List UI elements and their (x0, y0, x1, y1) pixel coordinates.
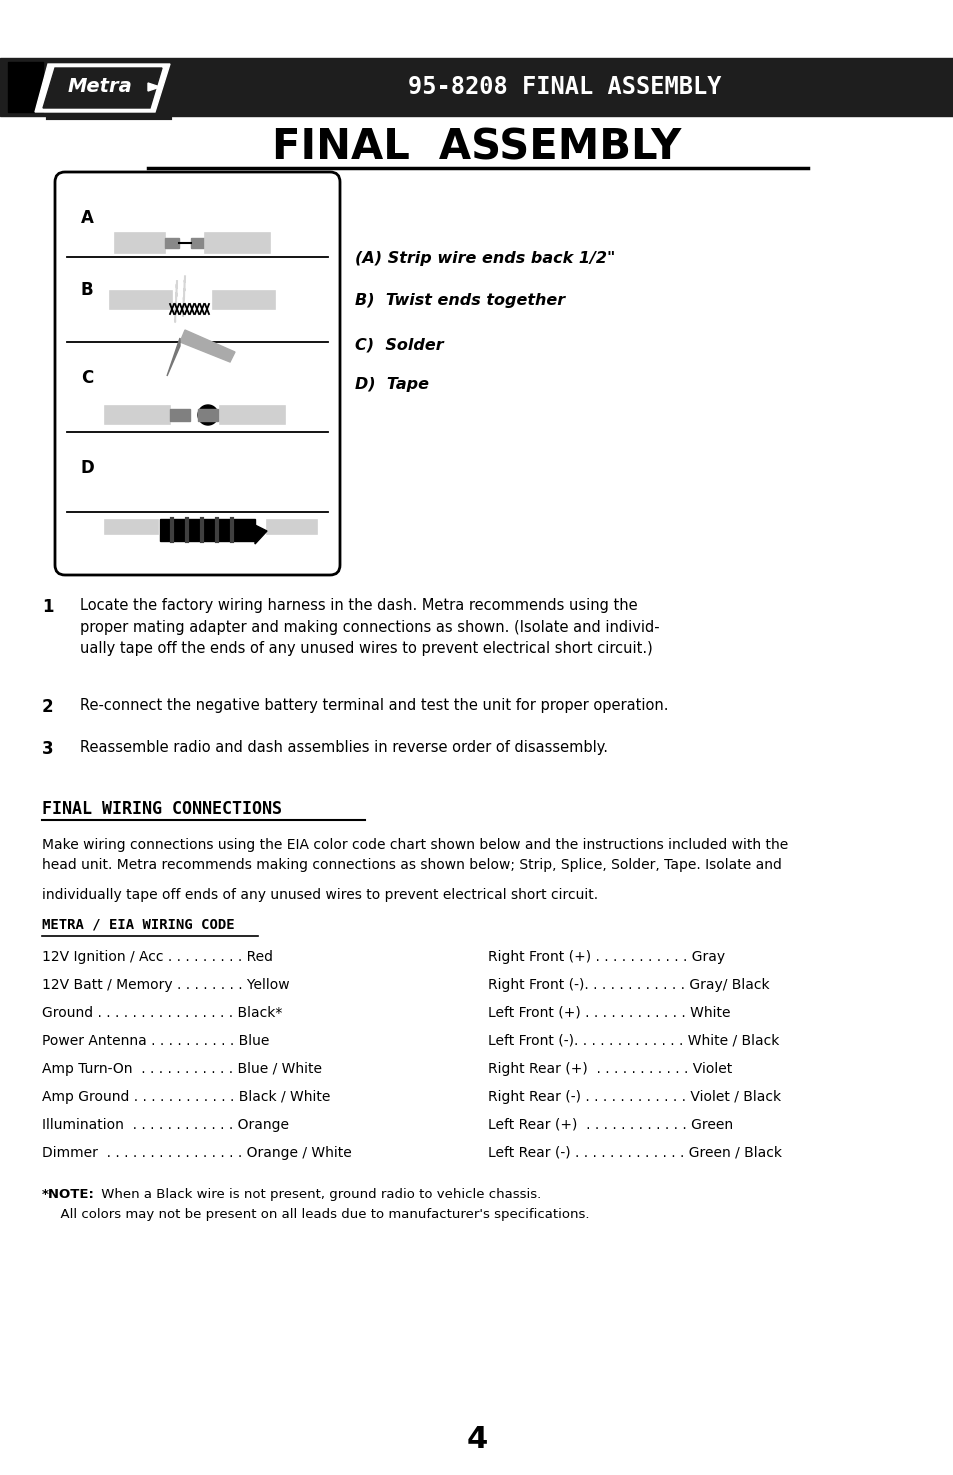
Polygon shape (43, 68, 162, 108)
Text: 3: 3 (42, 740, 53, 758)
Text: individually tape off ends of any unused wires to prevent electrical short circu: individually tape off ends of any unused… (42, 888, 598, 903)
Polygon shape (254, 525, 267, 544)
Text: Illumination  . . . . . . . . . . . . Orange: Illumination . . . . . . . . . . . . Ora… (42, 1118, 289, 1131)
Text: 12V Batt / Memory . . . . . . . . Yellow: 12V Batt / Memory . . . . . . . . Yellow (42, 978, 290, 993)
Text: D)  Tape: D) Tape (355, 376, 429, 391)
Text: Re-connect the negative battery terminal and test the unit for proper operation.: Re-connect the negative battery terminal… (80, 698, 668, 712)
Text: All colors may not be present on all leads due to manufacturer's specifications.: All colors may not be present on all lea… (52, 1208, 589, 1221)
Text: When a Black wire is not present, ground radio to vehicle chassis.: When a Black wire is not present, ground… (97, 1187, 540, 1201)
Text: C)  Solder: C) Solder (355, 338, 443, 353)
Text: Power Antenna . . . . . . . . . . Blue: Power Antenna . . . . . . . . . . Blue (42, 1034, 269, 1049)
Text: 2: 2 (42, 698, 53, 715)
Text: Left Front (+) . . . . . . . . . . . . White: Left Front (+) . . . . . . . . . . . . W… (488, 1006, 730, 1021)
Text: Make wiring connections using the EIA color code chart shown below and the instr: Make wiring connections using the EIA co… (42, 838, 787, 853)
Bar (170, 409, 190, 420)
Text: Left Rear (-) . . . . . . . . . . . . . Green / Black: Left Rear (-) . . . . . . . . . . . . . … (488, 1146, 781, 1159)
Bar (8, 62, 43, 112)
Text: Right Rear (-) . . . . . . . . . . . . Violet / Black: Right Rear (-) . . . . . . . . . . . . V… (488, 1090, 781, 1103)
Text: (A) Strip wire ends back 1/2": (A) Strip wire ends back 1/2" (355, 251, 615, 266)
Polygon shape (180, 330, 234, 361)
Bar (160, 519, 254, 541)
Bar (105, 406, 170, 423)
Text: A: A (80, 209, 93, 227)
Text: Amp Ground . . . . . . . . . . . . Black / White: Amp Ground . . . . . . . . . . . . Black… (42, 1090, 330, 1103)
Polygon shape (167, 338, 180, 376)
Text: head unit. Metra recommends making connections as shown below; Strip, Splice, So: head unit. Metra recommends making conne… (42, 858, 781, 872)
Text: Left Rear (+)  . . . . . . . . . . . . Green: Left Rear (+) . . . . . . . . . . . . Gr… (488, 1118, 732, 1131)
Text: Right Rear (+)  . . . . . . . . . . . Violet: Right Rear (+) . . . . . . . . . . . Vio… (488, 1062, 732, 1075)
Text: Right Front (+) . . . . . . . . . . . Gray: Right Front (+) . . . . . . . . . . . Gr… (488, 950, 724, 965)
Text: Right Front (-). . . . . . . . . . . . Gray/ Black: Right Front (-). . . . . . . . . . . . G… (488, 978, 769, 993)
Text: Left Front (-). . . . . . . . . . . . . White / Black: Left Front (-). . . . . . . . . . . . . … (488, 1034, 779, 1049)
Text: Dimmer  . . . . . . . . . . . . . . . . Orange / White: Dimmer . . . . . . . . . . . . . . . . O… (42, 1146, 352, 1159)
Text: B)  Twist ends together: B) Twist ends together (355, 292, 564, 307)
Text: *NOTE:: *NOTE: (42, 1187, 94, 1201)
Text: Locate the factory wiring harness in the dash. Metra recommends using the
proper: Locate the factory wiring harness in the… (80, 597, 659, 656)
Polygon shape (148, 83, 160, 91)
Text: C: C (81, 369, 93, 386)
Bar (205, 233, 270, 254)
Text: Reassemble radio and dash assemblies in reverse order of disassembly.: Reassemble radio and dash assemblies in … (80, 740, 607, 755)
Bar (110, 291, 172, 308)
Text: 1: 1 (42, 597, 53, 617)
Text: METRA / EIA WIRING CODE: METRA / EIA WIRING CODE (42, 917, 234, 932)
Text: 4: 4 (466, 1425, 487, 1454)
Bar (220, 406, 285, 423)
Text: FINAL  ASSEMBLY: FINAL ASSEMBLY (273, 127, 680, 170)
Bar (198, 409, 218, 420)
Bar (170, 296, 214, 314)
Bar (0, 58, 953, 117)
Bar (191, 237, 205, 248)
Text: Amp Turn-On  . . . . . . . . . . . Blue / White: Amp Turn-On . . . . . . . . . . . Blue /… (42, 1062, 322, 1075)
Text: Ground . . . . . . . . . . . . . . . . Black*: Ground . . . . . . . . . . . . . . . . B… (42, 1006, 282, 1021)
Bar (213, 291, 274, 308)
Bar (165, 237, 179, 248)
Bar (105, 521, 158, 534)
FancyBboxPatch shape (55, 173, 339, 575)
Bar (115, 233, 165, 254)
Text: D: D (80, 459, 93, 476)
Text: B: B (81, 282, 93, 299)
Text: 95-8208 FINAL ASSEMBLY: 95-8208 FINAL ASSEMBLY (408, 75, 721, 99)
Bar (267, 521, 316, 534)
Text: FINAL WIRING CONNECTIONS: FINAL WIRING CONNECTIONS (42, 799, 282, 819)
Text: Metra: Metra (68, 78, 132, 96)
Text: 12V Ignition / Acc . . . . . . . . . Red: 12V Ignition / Acc . . . . . . . . . Red (42, 950, 273, 965)
Circle shape (198, 406, 218, 425)
Polygon shape (35, 63, 170, 112)
